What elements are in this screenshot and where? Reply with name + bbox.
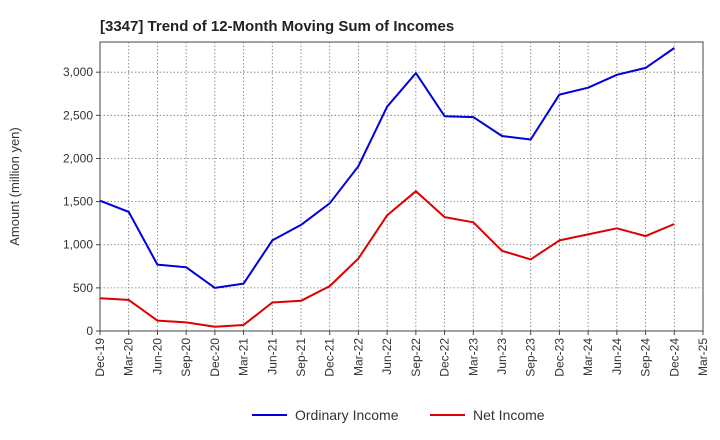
y-tick-label: 3,000 xyxy=(63,65,93,79)
x-tick-label: Dec-20 xyxy=(208,338,222,377)
y-tick-label: 2,500 xyxy=(63,108,93,122)
legend: Ordinary Income Net Income xyxy=(252,407,545,423)
x-tick-label: Sep-21 xyxy=(294,338,308,377)
y-tick-label: 500 xyxy=(73,281,93,295)
series-lines xyxy=(99,47,675,328)
y-tick-label: 1,000 xyxy=(63,238,93,252)
x-tick-label: Sep-24 xyxy=(639,338,653,377)
y-tick-label: 0 xyxy=(86,324,93,338)
legend-label: Ordinary Income xyxy=(295,407,399,423)
x-tick-label: Jun-24 xyxy=(610,338,624,375)
x-tick-label: Mar-21 xyxy=(237,338,251,376)
x-tick-label: Sep-20 xyxy=(179,338,193,377)
x-axis-ticks: Dec-19 Mar-20 Jun-20 Sep-20 Dec-20 Mar-21 Jun-… xyxy=(93,331,710,377)
x-tick-label: Jun-23 xyxy=(495,338,509,375)
x-tick-label: Mar-22 xyxy=(351,338,365,376)
x-tick-label: Dec-23 xyxy=(552,338,566,377)
x-tick-label: Dec-24 xyxy=(667,338,681,377)
x-tick-label: Mar-23 xyxy=(466,338,480,376)
x-tick-label: Jun-22 xyxy=(380,338,394,375)
x-tick-label: Jun-21 xyxy=(265,338,279,375)
x-tick-label: Mar-20 xyxy=(122,338,136,376)
chart-title: [3347] Trend of 12-Month Moving Sum of I… xyxy=(100,18,454,35)
y-axis-label: Amount (million yen) xyxy=(7,127,22,246)
legend-label: Net Income xyxy=(473,407,545,423)
x-tick-label: Mar-24 xyxy=(581,338,595,376)
x-tick-label: Dec-21 xyxy=(323,338,337,377)
x-tick-label: Mar-25 xyxy=(696,338,710,376)
y-tick-label: 1,500 xyxy=(63,195,93,209)
x-tick-label: Dec-19 xyxy=(93,338,107,377)
x-tick-label: Dec-22 xyxy=(438,338,452,377)
x-tick-label: Sep-22 xyxy=(409,338,423,377)
series-line-1 xyxy=(99,47,675,289)
y-tick-label: 2,000 xyxy=(63,151,93,165)
y-axis-ticks: 0 500 1,000 1,500 2,000 2,500 3,000 xyxy=(63,65,100,338)
gridlines xyxy=(100,42,703,331)
series-line-2 xyxy=(99,190,675,328)
x-tick-label: Sep-23 xyxy=(524,338,538,377)
x-tick-label: Jun-20 xyxy=(150,338,164,375)
